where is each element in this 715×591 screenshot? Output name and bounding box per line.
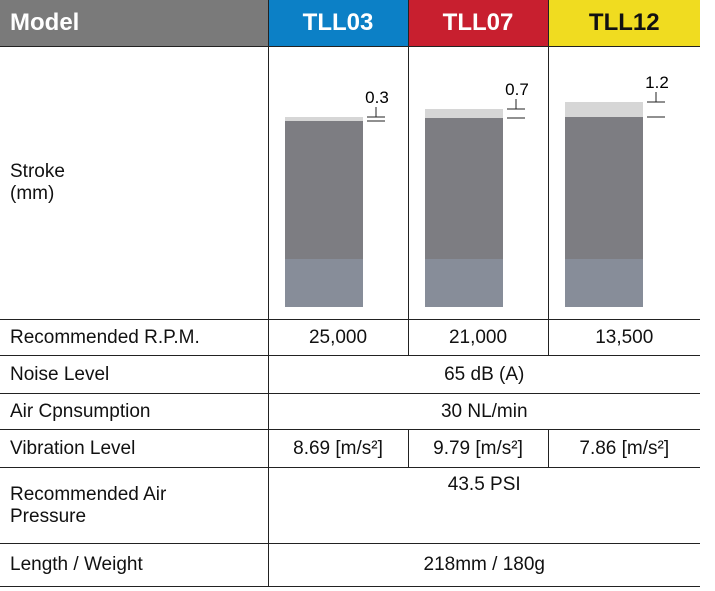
stroke-cell: 1.2 [548, 47, 700, 320]
stroke-figure: 0.7 [409, 47, 549, 319]
stroke-figure: 1.2 [549, 47, 701, 319]
stroke-cell: 0.7 [408, 47, 548, 320]
tool-shade [565, 259, 643, 307]
spec-value: 43.5 PSI [268, 468, 700, 544]
spec-value: 8.69 [m/s²] [268, 430, 408, 468]
spec-value: 25,000 [268, 320, 408, 356]
model-header: TLL03 [268, 0, 408, 47]
stroke-band [285, 117, 363, 121]
spec-value: 30 NL/min [268, 394, 700, 430]
spec-value: 7.86 [m/s²] [548, 430, 700, 468]
spec-row: Vibration Level 8.69 [m/s²]9.79 [m/s²]7.8… [0, 430, 700, 468]
row-label: Recommended R.P.M. [0, 320, 268, 356]
label-line: Vibration Level [10, 438, 135, 459]
row-label: Stroke(mm) [0, 47, 268, 320]
tool-shade [425, 259, 503, 307]
stroke-cell: 0.3 [268, 47, 408, 320]
row-label: Noise Level [0, 356, 268, 394]
spec-row: Noise Level 65 dB (A) [0, 356, 700, 394]
row-label: Air Cpnsumption [0, 394, 268, 430]
model-header: TLL07 [408, 0, 548, 47]
stroke-figure: 0.3 [269, 47, 409, 319]
label-line: Recommended Air [10, 484, 166, 505]
label-line: Recommended R.P.M. [10, 327, 200, 348]
stroke-row: Stroke(mm) 0.3 0.7 1.2 [0, 47, 700, 320]
label-line: Length / Weight [10, 554, 143, 575]
spec-row: Length / Weight 218mm / 180g [0, 544, 700, 587]
label-line: Pressure [10, 506, 86, 527]
spec-value: 9.79 [m/s²] [408, 430, 548, 468]
row-label: Length / Weight [0, 544, 268, 587]
stroke-value: 0.3 [365, 88, 389, 107]
spec-value: 21,000 [408, 320, 548, 356]
stroke-value: 0.7 [505, 80, 529, 99]
stroke-value: 1.2 [645, 73, 669, 92]
stroke-band [565, 102, 643, 117]
page: Model TLL03TLL07TLL12 Stroke(mm) 0.3 0.7 1.… [0, 0, 715, 591]
spec-row: Air Cpnsumption 30 NL/min [0, 394, 700, 430]
stroke-band [425, 109, 503, 118]
spec-value: 13,500 [548, 320, 700, 356]
label-line: Stroke [10, 161, 65, 182]
model-header: TLL12 [548, 0, 700, 47]
label-line: Air Cpnsumption [10, 401, 150, 422]
header-label: Model [0, 0, 268, 47]
row-label: Vibration Level [0, 430, 268, 468]
label-line: Noise Level [10, 364, 109, 385]
label-line: (mm) [10, 183, 54, 204]
spec-value: 65 dB (A) [268, 356, 700, 394]
spec-value: 218mm / 180g [268, 544, 700, 587]
tool-shade [285, 259, 363, 307]
